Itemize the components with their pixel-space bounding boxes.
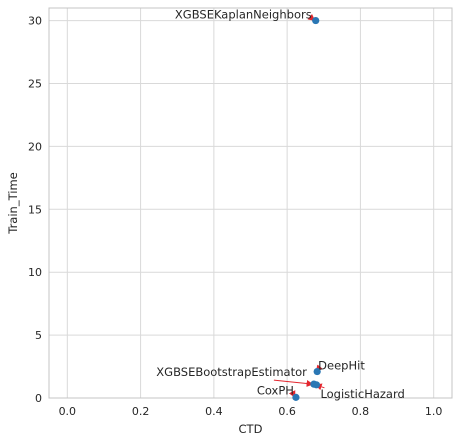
y-axis-label: Train_Time	[6, 172, 20, 235]
annotation-arrow	[273, 379, 314, 388]
data-point	[312, 16, 320, 25]
tick-labels: 0.0 0.2 0.4 0.6 0.8 1.0 0 5 10 15 20 25 30	[28, 15, 442, 418]
y-tick-label: 20	[28, 140, 42, 153]
x-tick-label: 0.6	[278, 405, 296, 418]
point-label: XGBSEBootstrapEstimator	[156, 365, 307, 379]
x-tick-label: 1.0	[425, 405, 443, 418]
y-tick-label: 15	[28, 203, 42, 216]
data-point	[292, 393, 300, 401]
x-tick-label: 0.2	[132, 405, 150, 418]
y-tick-label: 0	[35, 392, 42, 405]
point-label: DeepHit	[318, 359, 365, 373]
x-tick-label: 0.0	[59, 405, 77, 418]
data-point	[313, 367, 321, 376]
point-label: XGBSEKaplanNeighbors	[175, 8, 312, 22]
annotation-arrows	[273, 13, 325, 398]
data-point	[312, 381, 321, 389]
y-tick-label: 5	[35, 329, 42, 342]
grid	[49, 8, 452, 399]
plot-frame	[48, 7, 453, 399]
y-tick-label: 30	[28, 15, 42, 28]
y-tick-label: 25	[28, 77, 42, 90]
point-label: CoxPH	[257, 383, 294, 397]
point-labels: XGBSEKaplanNeighbors DeepHit XGBSEBootstra…	[156, 8, 405, 401]
y-tick-label: 10	[28, 266, 42, 279]
x-tick-label: 0.4	[205, 405, 223, 418]
x-axis-label: CTD	[239, 422, 263, 436]
x-tick-label: 0.8	[352, 405, 370, 418]
point-label: LogisticHazard	[320, 387, 404, 401]
data-points	[292, 16, 321, 401]
